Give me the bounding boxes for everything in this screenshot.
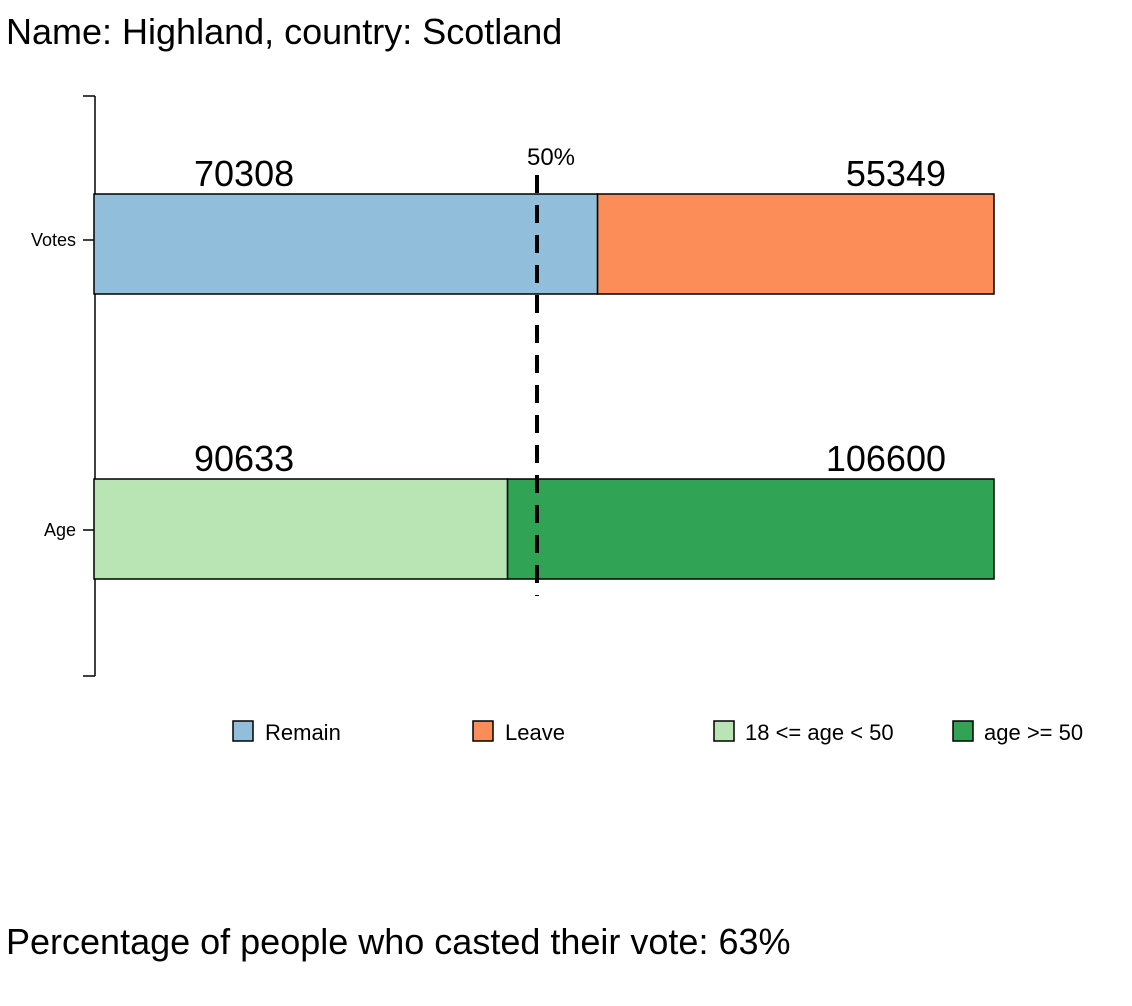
data-label: 90633	[194, 438, 294, 479]
bar-segment	[596, 193, 995, 295]
legend-swatch	[713, 720, 735, 742]
page-title: Name: Highland, country: Scotland	[6, 11, 563, 52]
legend-label: Leave	[505, 720, 565, 745]
data-label: 70308	[194, 153, 294, 194]
y-tick-label: Votes	[31, 230, 76, 250]
turnout-text: Percentage of people who casted their vo…	[6, 921, 791, 962]
y-tick-label: Age	[44, 520, 76, 540]
legend-swatch	[472, 720, 494, 742]
legend-label: Remain	[265, 720, 341, 745]
bar-segment	[93, 478, 509, 580]
legend-swatch	[232, 720, 254, 742]
legend-swatch	[952, 720, 974, 742]
data-label: 106600	[826, 438, 946, 479]
reference-line-label: 50%	[527, 144, 575, 171]
legend-label: 18 <= age < 50	[745, 720, 894, 745]
data-label: 55349	[846, 153, 946, 194]
legend-label: age >= 50	[984, 720, 1083, 745]
bar-segment	[93, 193, 599, 295]
bar-segment	[506, 478, 995, 580]
